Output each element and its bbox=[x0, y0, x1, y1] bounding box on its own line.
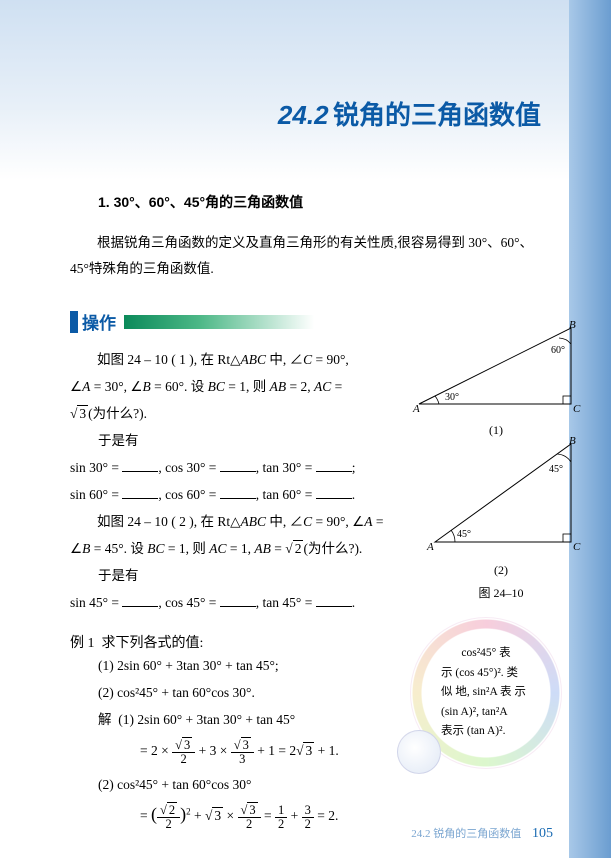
t: = 90°, ∠ bbox=[312, 514, 364, 529]
blank bbox=[316, 594, 352, 608]
figure-2-caption: (2) bbox=[421, 563, 581, 578]
vertex-C2: C bbox=[573, 541, 581, 553]
t: 3 bbox=[77, 405, 88, 421]
vertex-C: C bbox=[573, 403, 581, 415]
t: sin 45° = bbox=[70, 595, 122, 610]
t: ABC bbox=[241, 352, 267, 367]
blank bbox=[220, 594, 256, 608]
t: . bbox=[352, 487, 355, 502]
intro-paragraph: 根据锐角三角函数的定义及直角三角形的有关性质,很容易得到 30°、60°、45°… bbox=[70, 230, 551, 281]
vertex-A2: A bbox=[426, 541, 434, 553]
t: = 1, bbox=[227, 541, 255, 556]
operation-label: 操作 bbox=[82, 309, 116, 334]
t: AB bbox=[270, 379, 287, 394]
t: . bbox=[352, 595, 355, 610]
t: (为什么?). bbox=[303, 541, 362, 556]
angle-45b: 45° bbox=[549, 464, 563, 475]
t: sin 60° = bbox=[70, 487, 122, 502]
subsection-title: 1. 30°、60°、45°角的三角函数值 bbox=[98, 192, 551, 212]
solution-line-2: (2) cos²45° + tan 60°cos 30° bbox=[98, 771, 551, 798]
t: AC bbox=[209, 541, 226, 556]
sol1: (1) 2sin 60° + 3tan 30° + tan 45° bbox=[118, 712, 295, 727]
triangle-2-svg: 45° 45° A B C bbox=[421, 436, 581, 556]
t: , tan 45° = bbox=[256, 595, 316, 610]
t: AB bbox=[254, 541, 271, 556]
solution-line-1: 解 (1) 2sin 60° + 3tan 30° + tan 45° bbox=[98, 706, 551, 733]
t: , cos 45° = bbox=[158, 595, 219, 610]
t: 中, ∠ bbox=[266, 352, 303, 367]
blank bbox=[220, 486, 256, 500]
t: BC bbox=[147, 541, 164, 556]
t: AC bbox=[314, 379, 331, 394]
t: 如图 24 – 10 ( 2 ), 在 Rt△ bbox=[97, 514, 241, 529]
blank bbox=[316, 459, 352, 473]
blank bbox=[316, 486, 352, 500]
example-1: (1) 2sin 60° + 3tan 30° + tan 45°; bbox=[98, 652, 551, 679]
t: C bbox=[303, 352, 312, 367]
t: 如图 24 – 10 ( 1 ), 在 Rt△ bbox=[97, 352, 241, 367]
t: A bbox=[364, 514, 372, 529]
figure-2: 45° 45° A B C (2) 图 24–10 bbox=[421, 436, 581, 601]
t: , cos 60° = bbox=[158, 487, 219, 502]
t: ABC bbox=[241, 514, 267, 529]
math-line-1: = 2 × √32 + 3 × √33 + 1 = 2√3 + 1. bbox=[140, 733, 551, 771]
t: = 1, 则 bbox=[165, 541, 210, 556]
t: ; bbox=[352, 460, 356, 475]
t: 中, ∠ bbox=[266, 514, 303, 529]
chapter-number: 24.2 bbox=[278, 100, 329, 130]
example-question: 求下列各式的值: bbox=[102, 636, 204, 651]
t: = 45°. 设 bbox=[90, 541, 147, 556]
t: , cos 30° = bbox=[158, 460, 219, 475]
t: B bbox=[142, 379, 150, 394]
example-heading: 例 1 求下列各式的值: bbox=[70, 632, 551, 652]
t: = bbox=[271, 541, 285, 556]
blank bbox=[122, 486, 158, 500]
t: = bbox=[331, 379, 342, 394]
vertex-A: A bbox=[412, 403, 420, 415]
t: = 30°, ∠ bbox=[90, 379, 142, 394]
angle-30: 30° bbox=[445, 392, 459, 403]
sol-label: 解 bbox=[98, 712, 112, 727]
figure-1: 30° 60° A B C (1) bbox=[411, 320, 581, 438]
t: (为什么?). bbox=[88, 406, 147, 421]
t: 2 bbox=[293, 540, 304, 556]
triangle-1-svg: 30° 60° A B C bbox=[411, 320, 581, 416]
angle-60: 60° bbox=[551, 345, 565, 356]
example-2: (2) cos²45° + tan 60°cos 30°. bbox=[98, 679, 551, 706]
angle-45a: 45° bbox=[457, 529, 471, 540]
operation-tail bbox=[124, 315, 314, 329]
t: = 1, 则 bbox=[225, 379, 270, 394]
t: sin 30° = bbox=[70, 460, 122, 475]
t: BC bbox=[208, 379, 225, 394]
op-para-2: 如图 24 – 10 ( 2 ), 在 Rt△ABC 中, ∠C = 90°, … bbox=[70, 508, 390, 562]
op-para-1: 如图 24 – 10 ( 1 ), 在 Rt△ABC 中, ∠C = 90°, … bbox=[70, 346, 370, 427]
blank bbox=[220, 459, 256, 473]
t: = 60°. 设 bbox=[151, 379, 208, 394]
t: C bbox=[303, 514, 312, 529]
t: , tan 30° = bbox=[256, 460, 316, 475]
blank bbox=[122, 459, 158, 473]
example-label: 例 1 bbox=[70, 636, 95, 651]
vertex-B2: B bbox=[569, 436, 576, 447]
chapter-title: 24.2 锐角的三角函数值 bbox=[70, 0, 551, 132]
t: = 2, bbox=[286, 379, 314, 394]
figure-main-caption: 图 24–10 bbox=[421, 584, 581, 601]
vertex-B: B bbox=[569, 320, 576, 331]
chapter-text: 锐角的三角函数值 bbox=[333, 100, 541, 130]
math-line-2: = (√22)2 + √3 × √32 = 12 + 32 = 2. bbox=[140, 798, 551, 836]
blank bbox=[122, 594, 158, 608]
operation-bar bbox=[70, 311, 78, 333]
body-area: 30° 60° A B C (1) 45° 45° A B C (2 bbox=[70, 346, 551, 836]
page-content: 24.2 锐角的三角函数值 1. 30°、60°、45°角的三角函数值 根据锐角… bbox=[0, 0, 611, 836]
t: , tan 60° = bbox=[256, 487, 316, 502]
